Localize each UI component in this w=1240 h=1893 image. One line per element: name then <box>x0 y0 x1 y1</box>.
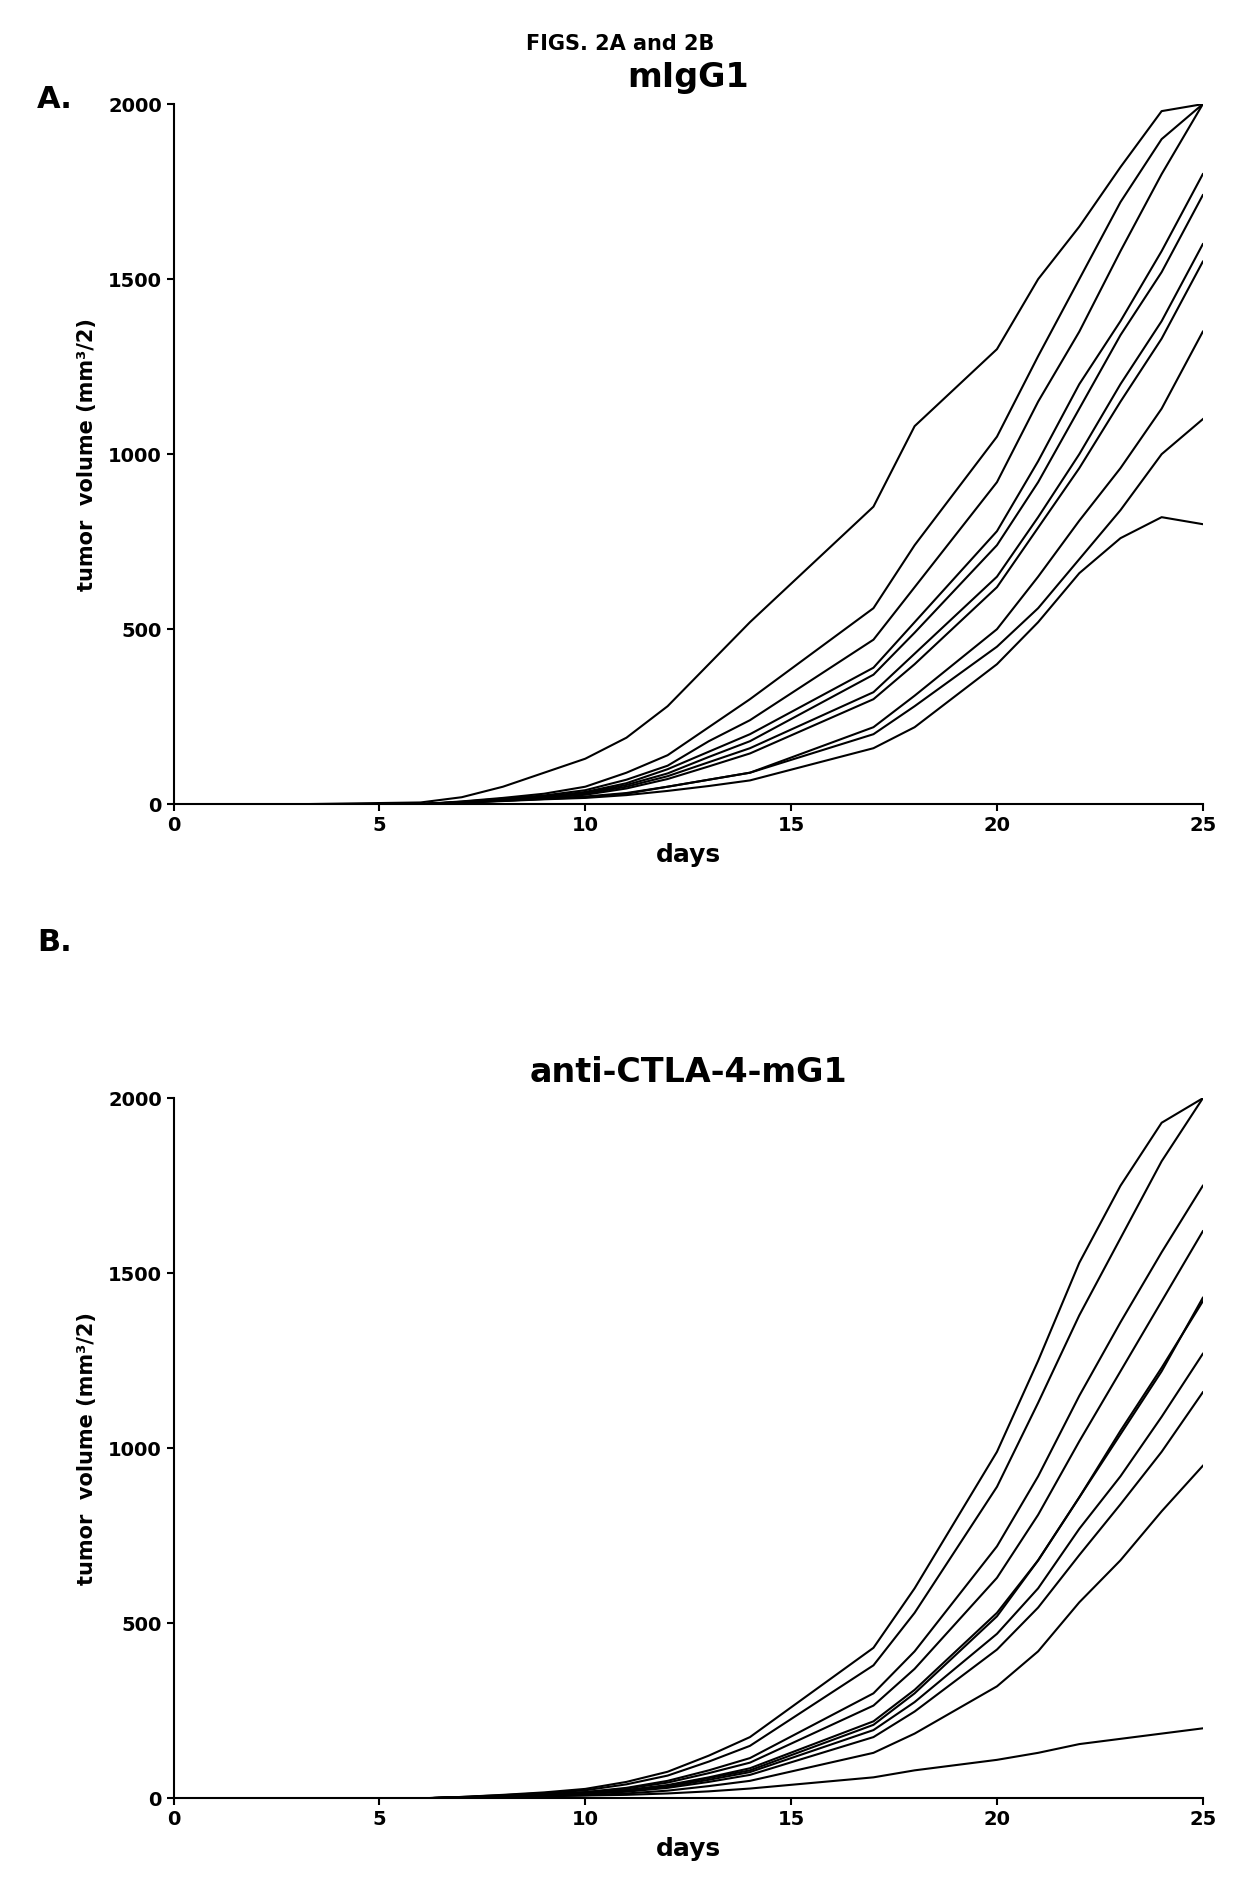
Y-axis label: tumor  volume (mm³/2): tumor volume (mm³/2) <box>77 1312 97 1584</box>
Text: A.: A. <box>37 85 73 114</box>
Text: FIGS. 2A and 2B: FIGS. 2A and 2B <box>526 34 714 55</box>
X-axis label: days: days <box>656 844 720 867</box>
Title: anti-CTLA-4-mG1: anti-CTLA-4-mG1 <box>529 1056 847 1088</box>
X-axis label: days: days <box>656 1838 720 1861</box>
Text: B.: B. <box>37 928 72 956</box>
Y-axis label: tumor  volume (mm³/2): tumor volume (mm³/2) <box>77 318 97 591</box>
Title: mIgG1: mIgG1 <box>627 61 749 95</box>
